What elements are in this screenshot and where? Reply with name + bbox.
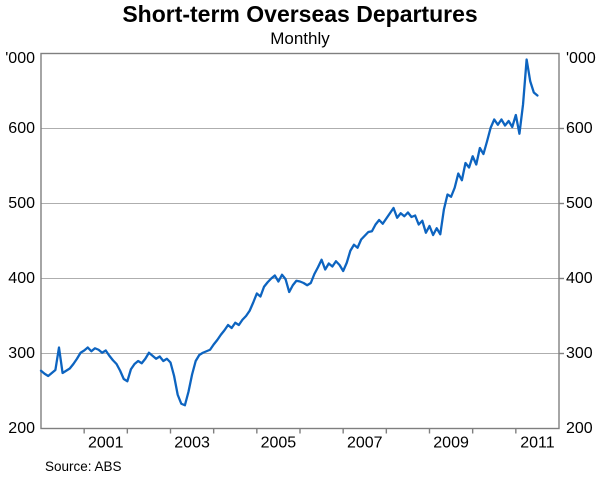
y-axis-label-right-300: 300 [566, 345, 593, 362]
y-axis-label-right-600: 600 [566, 120, 593, 137]
plot-frame [40, 52, 560, 430]
chart-subtitle: Monthly [270, 29, 330, 48]
y-axis-label-left-500: 500 [8, 195, 35, 212]
y-axis-label-right-700: '000 [566, 50, 596, 67]
y-axis-label-left-700: '000 [5, 50, 35, 67]
y-axis-label-left-400: 400 [8, 270, 35, 287]
y-axis-label-right-200: 200 [566, 420, 593, 437]
x-axis-label-2003: 2003 [174, 435, 210, 452]
x-axis-label-2005: 2005 [261, 435, 297, 452]
departures-line [39, 58, 539, 407]
x-axis-label-2007: 2007 [347, 435, 383, 452]
source-note: Source: ABS [45, 459, 122, 474]
x-axis-label-2001: 2001 [88, 435, 124, 452]
x-axis-label-2009: 2009 [433, 435, 469, 452]
y-axis-label-right-400: 400 [566, 270, 593, 287]
x-axis-label-2011: 2011 [520, 435, 555, 452]
y-axis-label-right-500: 500 [566, 195, 593, 212]
chart-title: Short-term Overseas Departures [122, 1, 478, 27]
y-axis-label-left-300: 300 [8, 345, 35, 362]
y-axis-label-left-600: 600 [8, 120, 35, 137]
y-axis-label-left-200: 200 [8, 420, 35, 437]
